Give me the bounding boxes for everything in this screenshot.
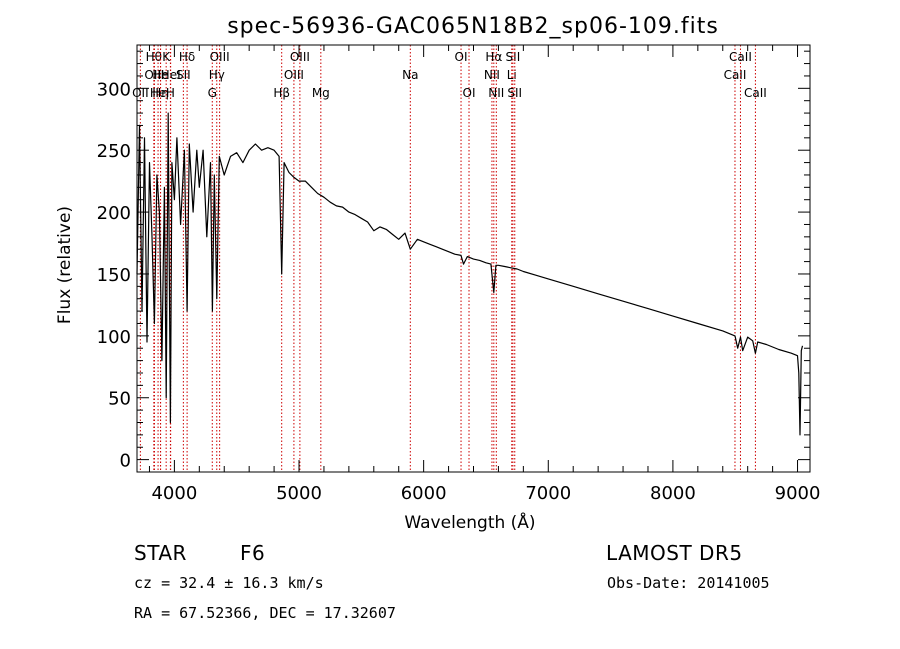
line-label-oi: OI <box>463 86 476 100</box>
line-label-mg: Mg <box>312 86 330 100</box>
line-label-oiii: OIII <box>210 50 230 64</box>
line-label-hδ: Hδ <box>179 50 195 64</box>
x-tick-label: 8000 <box>650 483 696 504</box>
chart-title: spec-56936-GAC065N18B2_sp06-109.fits <box>227 14 719 39</box>
line-label-oiii: OIII <box>290 50 310 64</box>
y-axis-label: Flux (relative) <box>55 206 75 324</box>
line-label-caii: CaII <box>744 86 767 100</box>
line-label-g: G <box>208 86 217 100</box>
emission-line-markers: OIIHθOIIIHeHηHeKHHeISIIHδGHγOIIIHβOIIIOI… <box>132 45 767 472</box>
line-label-hγ: Hγ <box>209 68 225 82</box>
x-tick-label: 7000 <box>525 483 571 504</box>
spectrum-series <box>136 112 804 436</box>
line-label-caii: CaII <box>724 68 747 82</box>
line-label-oi: OI <box>455 50 468 64</box>
line-label-sii: SII <box>507 86 522 100</box>
observation-date: Obs-Date: 20141005 <box>607 574 770 592</box>
line-label-hβ: Hβ <box>273 86 290 100</box>
x-axis-label: Wavelength (Å) <box>404 511 535 533</box>
coordinates: RA = 67.52366, DEC = 17.32607 <box>134 604 396 622</box>
y-tick-label: 200 <box>97 203 131 224</box>
line-label-hθ: Hθ <box>146 50 162 64</box>
x-tick-label: 4000 <box>151 483 197 504</box>
line-label-he: He <box>152 68 168 82</box>
line-label-sii: SII <box>506 50 521 64</box>
line-label-he: He <box>150 86 166 100</box>
x-tick-label: 6000 <box>401 483 447 504</box>
line-label-h: H <box>166 86 175 100</box>
axes: 4000 5000 6000 7000 8000 9000 0 50 100 150 200 250 3… <box>97 45 821 504</box>
spectrum-line-0 <box>136 112 804 436</box>
y-tick-label: 300 <box>97 79 131 100</box>
y-tick-label: 50 <box>108 389 131 410</box>
line-label-k: K <box>162 50 171 64</box>
line-label-nii: NII <box>484 68 500 82</box>
line-label-hei: HeI <box>161 68 181 82</box>
object-subclass: F6 <box>240 541 266 565</box>
y-tick-label: 100 <box>97 327 131 348</box>
line-label-li: Li <box>507 68 517 82</box>
redshift-value: cz = 32.4 ± 16.3 km/s <box>134 574 324 592</box>
y-tick-label: 150 <box>97 265 131 286</box>
y-tick-label: 250 <box>97 141 131 162</box>
x-tick-label: 9000 <box>775 483 821 504</box>
line-label-hη: Hη <box>152 86 169 100</box>
y-tick-label: 0 <box>120 451 131 472</box>
line-label-caii: CaII <box>729 50 752 64</box>
x-tick-label: 5000 <box>276 483 322 504</box>
survey-name: LAMOST DR5 <box>606 541 743 565</box>
object-class: STAR <box>134 541 187 565</box>
line-label-oii: OII <box>132 86 149 100</box>
line-label-nii: NII <box>488 86 504 100</box>
line-label-sii: SII <box>176 68 191 82</box>
line-label-hα: Hα <box>485 50 502 64</box>
line-label-na: Na <box>402 68 418 82</box>
line-label-oiii: OIII <box>284 68 304 82</box>
line-label-oiii: OIII <box>144 68 164 82</box>
